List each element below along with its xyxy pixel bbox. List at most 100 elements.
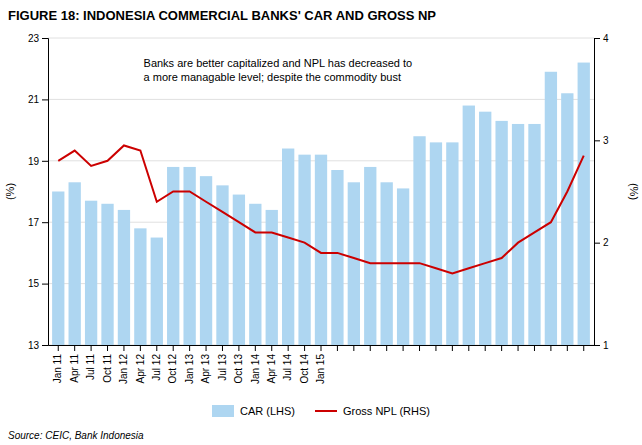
- axis-line: [595, 39, 601, 346]
- tick: [518, 345, 519, 351]
- tick-mark: [42, 284, 48, 285]
- tick: 17: [28, 217, 48, 228]
- tick: 23: [28, 33, 48, 44]
- tick: Jan 13: [184, 345, 195, 384]
- tick-mark: [42, 161, 48, 162]
- tick-mark: [42, 99, 48, 100]
- bar: [495, 121, 507, 345]
- legend-label: CAR (LHS): [240, 405, 295, 417]
- tick: [403, 345, 404, 351]
- source: Source: CEIC, Bank Indonesia: [8, 430, 144, 441]
- bar: [545, 72, 557, 345]
- tick-label: 4: [603, 33, 609, 44]
- tick: Apr 13: [200, 345, 211, 383]
- bar: [331, 170, 343, 345]
- tick: [435, 345, 436, 351]
- tick: Apr 11: [69, 345, 80, 383]
- tick-mark: [189, 345, 190, 351]
- legend-label: Gross NPL (RHS): [343, 405, 430, 417]
- tick: Apr 12: [135, 345, 146, 383]
- tick: [353, 345, 354, 351]
- tick: Oct 11: [102, 345, 113, 383]
- tick-mark: [435, 345, 436, 351]
- tick-label: 17: [28, 217, 40, 228]
- tick-mark: [255, 345, 256, 351]
- tick-label: 13: [28, 340, 40, 351]
- title: FIGURE 18: INDONESIA COMMERCIAL BANKS' C…: [8, 8, 436, 23]
- tick: Jul 12: [151, 345, 162, 381]
- tick-mark: [288, 345, 289, 351]
- grid-line: [48, 99, 594, 100]
- tick-label: 3: [603, 135, 609, 146]
- line: [58, 145, 583, 273]
- annotation-text: Banks are better capitalized and NPL has…: [144, 57, 413, 83]
- tick-label: Apr 12: [135, 354, 146, 384]
- tick: 21: [28, 94, 48, 105]
- tick: [419, 345, 420, 351]
- tick-label: 19: [28, 156, 40, 167]
- tick: 2: [594, 237, 609, 248]
- tick-mark: [594, 140, 600, 141]
- bar-series: [52, 63, 590, 345]
- tick-label: 2: [603, 237, 609, 248]
- tick-mark: [123, 345, 124, 351]
- marks: [52, 63, 590, 345]
- bar: [118, 210, 130, 345]
- bar: [446, 142, 458, 345]
- tick-mark: [107, 345, 108, 351]
- bar: [512, 124, 524, 345]
- tick: [452, 345, 453, 351]
- tick-mark: [518, 345, 519, 351]
- tick-mark: [534, 345, 535, 351]
- tick-mark: [156, 345, 157, 351]
- tick-mark: [91, 345, 92, 351]
- tick: [337, 345, 338, 351]
- bar: [233, 195, 245, 345]
- y-axis-title: (%): [4, 183, 16, 200]
- tick: [567, 345, 568, 351]
- tick-mark: [42, 38, 48, 39]
- grid-line: [48, 38, 594, 39]
- tick: [550, 345, 551, 351]
- x-axis: Jan 11Apr 11Jul 11Oct 11Jan 12Apr 12Jul …: [49, 345, 595, 384]
- y2-axis-title: (%): [628, 183, 640, 200]
- y2-axis: 1 2 3 4: [594, 33, 609, 351]
- tick-mark: [58, 345, 59, 351]
- bar: [69, 182, 81, 345]
- tick-mark: [468, 345, 469, 351]
- bar: [249, 204, 261, 345]
- tick: Jan 12: [118, 345, 129, 384]
- tick: Jul 13: [217, 345, 228, 381]
- legend-item: CAR (LHS): [212, 405, 295, 417]
- tick-mark: [594, 243, 600, 244]
- tick: Oct 13: [233, 345, 244, 383]
- tick-mark: [337, 345, 338, 351]
- bar: [397, 188, 409, 345]
- annotation: Banks are better capitalized and NPL has…: [141, 54, 416, 86]
- tick-label: Jul 14: [282, 354, 293, 381]
- bar: [479, 112, 491, 345]
- tick-mark: [222, 345, 223, 351]
- bar: [413, 136, 425, 345]
- tick-mark: [42, 222, 48, 223]
- tick: Apr 14: [266, 345, 277, 383]
- tick-label: Apr 11: [69, 354, 80, 383]
- tick-label: Apr 13: [200, 354, 211, 384]
- bar: [52, 192, 64, 346]
- legend-swatch: [315, 410, 337, 412]
- tick: [534, 345, 535, 351]
- bar: [151, 238, 163, 345]
- annotation-line: Banks are better capitalized and NPL has…: [144, 57, 413, 69]
- chart: FIGURE 18: INDONESIA COMMERCIAL BANKS' C…: [0, 0, 642, 445]
- tick: Jan 14: [250, 345, 261, 384]
- tick-label: 1: [603, 340, 609, 351]
- axis-line: [42, 39, 49, 346]
- legend-swatch: [212, 405, 234, 417]
- tick-mark: [370, 345, 371, 351]
- bar: [561, 93, 573, 345]
- tick-mark: [594, 345, 600, 346]
- bar: [298, 155, 310, 345]
- tick-label: Jul 11: [85, 354, 96, 380]
- tick-label: Oct 13: [233, 354, 244, 384]
- tick: Oct 12: [167, 345, 178, 383]
